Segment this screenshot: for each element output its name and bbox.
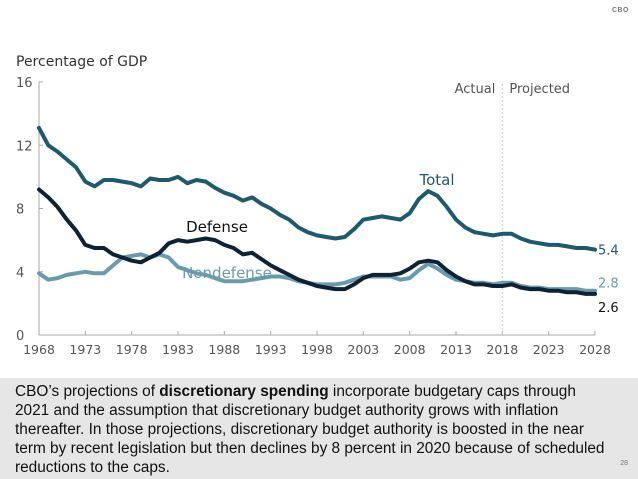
series-label-total: Total xyxy=(418,171,454,189)
caption-part1: CBO’s projections of xyxy=(15,383,160,400)
cbo-logo: CBO xyxy=(611,7,629,14)
x-tick-label: 2008 xyxy=(394,342,426,357)
y-axis-title: Percentage of GDP xyxy=(16,54,147,70)
end-value-nondefense: 2.8 xyxy=(598,277,619,292)
caption-part2: incorporate budgetary caps through 2021 … xyxy=(15,383,605,476)
axes: 0 4 8 12 16 1968 1973 1978 1983 1988 1993 1998 2003 2… xyxy=(16,76,611,357)
x-tick-label: 1993 xyxy=(255,342,287,357)
y-tick-label: 16 xyxy=(16,76,33,91)
caption-bold-term: discretionary spending xyxy=(159,383,329,400)
end-value-total: 5.4 xyxy=(598,244,619,259)
actual-projected-divider: Actual Projected xyxy=(455,82,570,335)
page-number: 28 xyxy=(620,460,628,467)
x-tick-label: 1968 xyxy=(23,342,55,357)
x-tick-label: 2003 xyxy=(347,342,379,357)
x-tick-label: 2013 xyxy=(440,342,472,357)
x-tick-label: 1988 xyxy=(208,342,240,357)
caption-box: CBO’s projections of discretionary spend… xyxy=(0,378,638,479)
projected-label: Projected xyxy=(509,82,570,97)
x-tick-label: 2023 xyxy=(533,342,565,357)
x-tick-label: 2028 xyxy=(579,342,611,357)
x-tick-label: 1998 xyxy=(301,342,333,357)
x-tick-label: 1983 xyxy=(162,342,194,357)
series-group xyxy=(37,125,597,296)
series-label-defense: Defense xyxy=(186,218,248,236)
series-label-nondefense: Nondefense xyxy=(182,264,272,282)
series-line-defense xyxy=(37,187,597,296)
x-tick-label: 1978 xyxy=(116,342,148,357)
actual-label: Actual xyxy=(455,82,496,97)
x-tick-label: 2018 xyxy=(486,342,518,357)
end-value-defense: 2.6 xyxy=(598,301,619,316)
y-tick-label: 0 xyxy=(16,329,24,344)
caption-text: CBO’s projections of discretionary spend… xyxy=(15,382,605,477)
series-line-total xyxy=(37,125,597,252)
line-chart: Percentage of GDP 0 4 8 12 16 1968 1973 1978 198… xyxy=(16,54,619,357)
series-labels: Total Defense Nondefense 5.4 2.6 2.8 xyxy=(182,171,619,316)
y-tick-label: 4 xyxy=(16,266,24,281)
y-tick-label: 12 xyxy=(16,139,33,154)
y-tick-label: 8 xyxy=(16,203,24,218)
x-tick-label: 1973 xyxy=(69,342,101,357)
